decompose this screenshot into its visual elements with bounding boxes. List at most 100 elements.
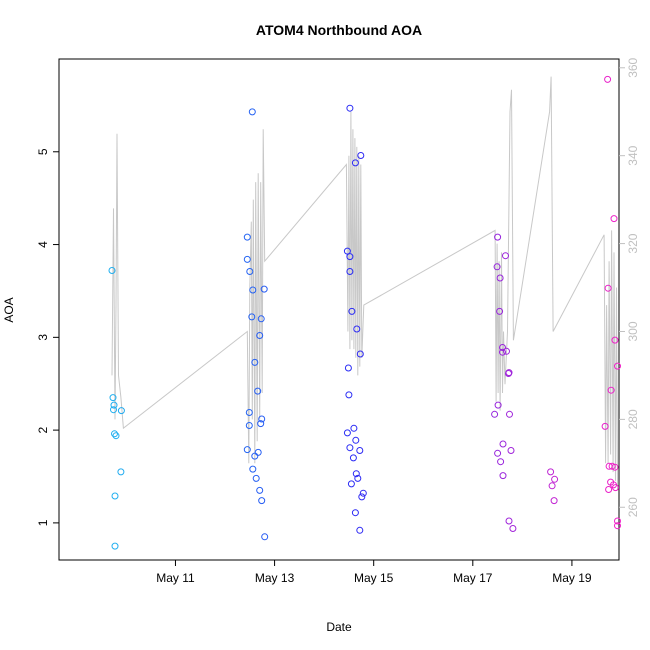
x-tick-label: May 15 bbox=[354, 571, 394, 585]
plot-frame bbox=[58, 58, 620, 561]
aoa-point bbox=[499, 344, 506, 351]
aoa-point bbox=[351, 509, 359, 517]
aoa-point bbox=[502, 252, 509, 260]
aoa-point bbox=[551, 475, 559, 483]
aoa-point bbox=[249, 286, 257, 294]
aoa-point bbox=[356, 447, 364, 454]
y2-tick-label: 280 bbox=[626, 409, 640, 429]
aoa-point bbox=[506, 410, 513, 418]
aoa-point bbox=[254, 448, 262, 456]
aoa-point bbox=[344, 364, 352, 372]
aoa-point bbox=[494, 401, 502, 409]
aoa-point bbox=[248, 313, 256, 321]
aoa-point bbox=[257, 420, 265, 428]
aoa-point bbox=[117, 407, 125, 415]
aoa-point bbox=[246, 268, 254, 275]
aoa-point bbox=[249, 465, 257, 473]
aoa-point bbox=[604, 75, 612, 83]
aoa-point bbox=[261, 533, 269, 541]
aoa-point bbox=[245, 422, 253, 429]
aoa-point bbox=[243, 233, 251, 241]
aoa-point bbox=[494, 449, 502, 457]
x-axis-label: Date bbox=[326, 620, 352, 634]
aoa-point bbox=[605, 486, 613, 493]
aoa-point bbox=[352, 470, 360, 478]
aoa-point bbox=[358, 493, 366, 501]
aoa-point bbox=[348, 307, 356, 315]
aoa-point bbox=[497, 458, 505, 466]
x-tick-label: May 11 bbox=[156, 571, 195, 585]
y2-tick-label: 300 bbox=[626, 321, 640, 341]
aoa-point bbox=[251, 452, 259, 460]
aoa-point bbox=[611, 336, 619, 344]
aoa-point bbox=[252, 474, 260, 482]
aoa-point bbox=[256, 486, 264, 494]
aoa-point bbox=[548, 482, 556, 490]
y-tick-label: 2 bbox=[36, 426, 50, 433]
aoa-point bbox=[112, 432, 120, 440]
aoa-point bbox=[496, 307, 504, 315]
aoa-point bbox=[505, 517, 513, 525]
y2-tick-label: 320 bbox=[626, 233, 640, 253]
aoa-point bbox=[499, 440, 507, 448]
aoa-point bbox=[550, 497, 558, 505]
aoa-point bbox=[503, 347, 510, 355]
aoa-point bbox=[604, 284, 612, 292]
aoa-point bbox=[507, 447, 515, 454]
aoa-point bbox=[258, 497, 266, 505]
aoa-point bbox=[256, 332, 264, 339]
aoa-point bbox=[491, 410, 499, 418]
x-tick-label: May 17 bbox=[453, 571, 493, 585]
chart-title: ATOM4 Northbound AOA bbox=[256, 22, 422, 38]
aoa-point bbox=[346, 444, 354, 452]
aoa-point bbox=[248, 108, 256, 116]
aoa-point bbox=[356, 526, 364, 534]
x-tick-label: May 13 bbox=[255, 571, 295, 585]
secondary-y-axis: 260 280 300 320 340 360 bbox=[619, 57, 640, 517]
aoa-point bbox=[111, 542, 119, 550]
aoa-point bbox=[346, 253, 354, 261]
aoa-point bbox=[346, 104, 354, 112]
aoa-point bbox=[258, 415, 266, 423]
aoa-point bbox=[110, 406, 117, 414]
aoa-point bbox=[496, 274, 504, 282]
y2-tick-label: 360 bbox=[626, 57, 640, 77]
aoa-point bbox=[243, 255, 251, 263]
aoa-point bbox=[612, 484, 619, 492]
aoa-point bbox=[505, 370, 512, 377]
y2-tick-label: 340 bbox=[626, 145, 640, 165]
aoa-point bbox=[614, 517, 621, 525]
aoa-point bbox=[499, 348, 506, 356]
aoa-point bbox=[493, 263, 501, 271]
y-tick-label: 4 bbox=[36, 241, 50, 248]
aoa-point bbox=[257, 315, 265, 323]
y-axis-label: AOA bbox=[2, 297, 16, 322]
secondary-series-line bbox=[111, 76, 618, 490]
aoa-point bbox=[117, 468, 125, 476]
aoa-point bbox=[357, 152, 365, 159]
aoa-point bbox=[608, 462, 616, 470]
aoa-point bbox=[111, 430, 118, 438]
aoa-point bbox=[343, 429, 351, 437]
aoa-point bbox=[354, 474, 362, 482]
aoa-point bbox=[347, 480, 355, 488]
y-tick-label: 5 bbox=[36, 148, 50, 155]
aoa-point bbox=[607, 386, 615, 394]
aoa-point bbox=[494, 233, 502, 241]
aoa-point bbox=[111, 492, 119, 500]
aoa-point bbox=[359, 489, 367, 497]
aoa-point bbox=[509, 525, 517, 532]
aoa-point bbox=[251, 358, 259, 366]
aoa-point bbox=[343, 247, 351, 255]
aoa-point bbox=[109, 394, 117, 402]
x-axis: May 11 May 13 May 15 May 17 May 19 bbox=[156, 560, 592, 585]
aoa-point bbox=[110, 401, 118, 409]
aoa-point bbox=[260, 285, 268, 293]
aoa-point bbox=[352, 436, 360, 444]
aoa-point bbox=[601, 422, 609, 430]
aoa-point bbox=[350, 424, 358, 432]
y-axis: 1 2 3 4 5 bbox=[36, 148, 59, 526]
aoa-point bbox=[611, 463, 619, 471]
aoa-point bbox=[108, 267, 116, 274]
